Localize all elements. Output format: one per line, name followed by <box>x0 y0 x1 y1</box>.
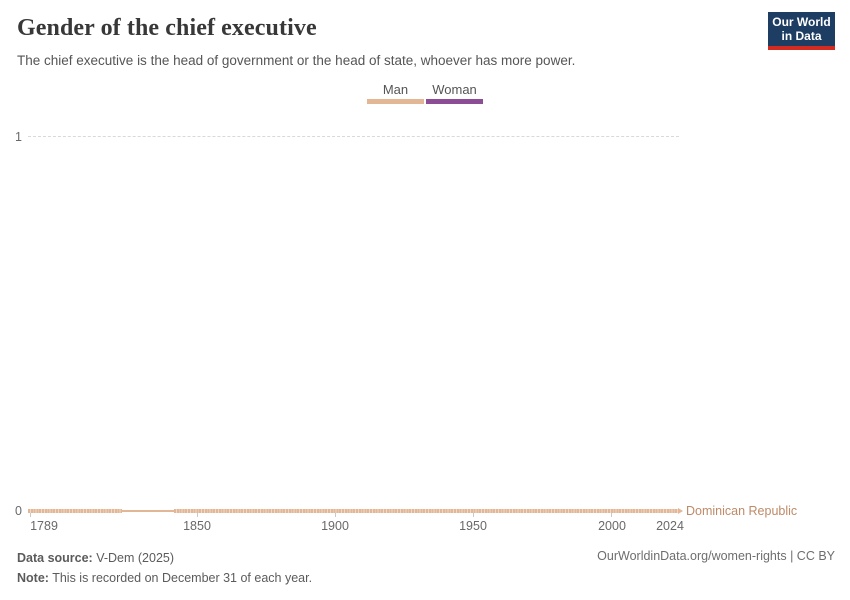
x-axis-label-2000: 2000 <box>598 519 626 533</box>
x-axis-label-1850: 1850 <box>183 519 211 533</box>
x-axis-tick-1900 <box>335 513 336 517</box>
legend-swatch-man <box>367 99 424 104</box>
note-value: This is recorded on December 31 of each … <box>48 571 313 585</box>
chart-subtitle: The chief executive is the head of gover… <box>17 53 576 68</box>
legend-item-woman[interactable]: Woman <box>426 82 483 104</box>
page-title: Gender of the chief executive <box>17 15 317 41</box>
legend-label-woman: Woman <box>432 82 477 97</box>
x-axis-label-1950: 1950 <box>459 519 487 533</box>
footer-notes: Data source: V-Dem (2025) Note: This is … <box>17 548 312 588</box>
footer-link[interactable]: OurWorldinData.org/women-rights | CC BY <box>597 549 835 563</box>
y-axis-label-0: 0 <box>15 504 22 518</box>
legend-label-man: Man <box>382 82 409 97</box>
gridline-y1 <box>28 136 679 137</box>
y-axis-label-1: 1 <box>15 130 22 144</box>
legend-item-man[interactable]: Man <box>367 82 424 104</box>
legend-swatch-woman <box>426 99 483 104</box>
x-axis-label-2024: 2024 <box>656 519 684 533</box>
x-axis-label-1900: 1900 <box>321 519 349 533</box>
x-axis-tick-1950 <box>473 513 474 517</box>
x-axis-tick-2000 <box>611 513 612 517</box>
line-end-marker <box>678 508 683 514</box>
legend: Man Woman <box>0 82 850 104</box>
data-line-segment-1844-2024 <box>174 509 678 513</box>
x-axis-tick-1850 <box>197 513 198 517</box>
note-label: Note: <box>17 571 49 585</box>
entity-label[interactable]: Dominican Republic <box>686 504 798 518</box>
owid-logo[interactable]: Our World in Data <box>768 12 835 50</box>
data-source-line: Data source: V-Dem (2025) <box>17 548 312 568</box>
data-source-value: V-Dem (2025) <box>92 551 175 565</box>
data-line-segment-interpolated-1821-1844 <box>122 510 174 512</box>
note-line: Note: This is recorded on December 31 of… <box>17 568 312 588</box>
owid-logo-line2: in Data <box>781 29 822 43</box>
data-line-segment-1789-1821 <box>28 509 122 513</box>
data-source-label: Data source: <box>17 551 93 565</box>
x-axis-tick-1789 <box>30 513 31 517</box>
owid-logo-line1: Our World <box>772 15 831 29</box>
x-axis-label-1789: 1789 <box>30 519 58 533</box>
